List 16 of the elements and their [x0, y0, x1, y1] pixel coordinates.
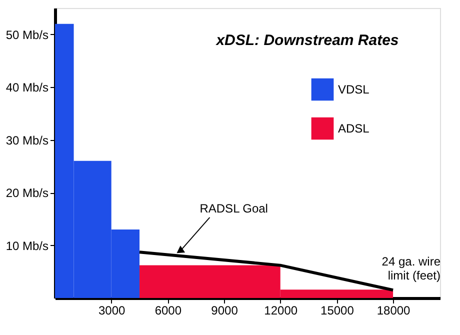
text: xDSL: Downstream Rates — [215, 32, 399, 49]
legend-label: ADSL — [338, 122, 370, 136]
y-tick-label: 20 Mb/s — [6, 186, 48, 200]
y-tick-label: 10 Mb/s — [6, 238, 48, 253]
x-tick-label: 9000 — [211, 304, 238, 318]
x-tick-label: 3000 — [98, 304, 126, 318]
text: RADSL Goal — [200, 201, 268, 216]
x-axis-title: 24 ga. wire limit (feet) — [382, 254, 441, 282]
x-tick-label: 18000 — [376, 304, 411, 318]
x-tick-label: 12000 — [264, 304, 298, 318]
legend-label: VDSL — [338, 82, 370, 96]
y-tick-label: 50 Mb/s — [6, 28, 48, 42]
y-tick-label: 30 Mb/s — [6, 133, 48, 148]
x-tick-label: 6000 — [154, 304, 182, 318]
y-tick-label: 40 Mb/s — [6, 80, 48, 95]
x-tick-label: 15000 — [320, 304, 354, 318]
